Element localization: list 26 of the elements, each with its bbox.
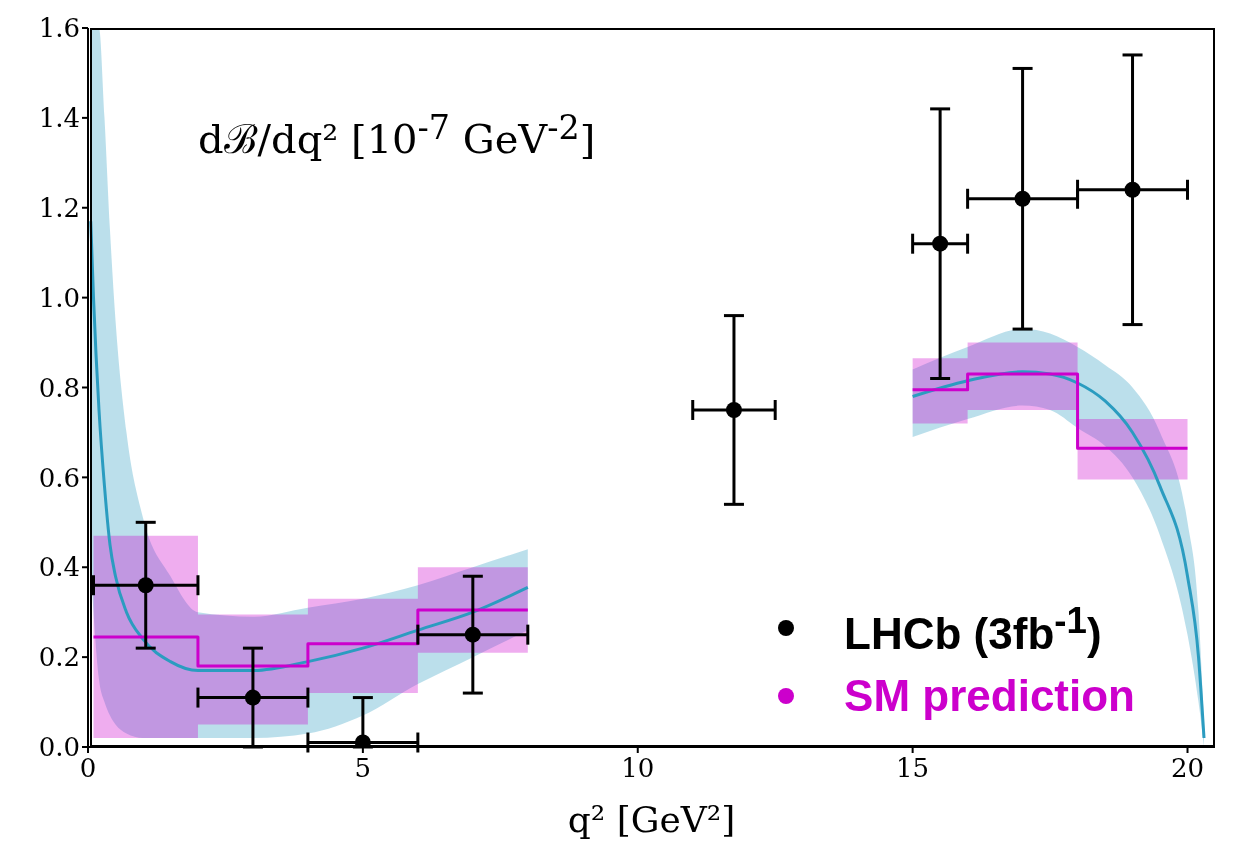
x-tick-label: 0 (79, 753, 97, 784)
point (244, 689, 261, 706)
legend-label: LHCb (3fb$^{-1}$) (844, 599, 1102, 660)
point (725, 401, 742, 418)
y-tick-label: 0.6 (38, 462, 80, 493)
y-tick-label: 0.8 (38, 372, 80, 403)
point (1014, 190, 1031, 207)
point (1124, 181, 1141, 198)
y-tick-label: 1.0 (38, 282, 80, 313)
point (464, 626, 481, 643)
y-tick-label: 1.6 (38, 13, 80, 44)
line-series (89, 219, 530, 673)
y-tick-label: 0.0 (38, 732, 80, 763)
y-tick-label: 1.4 (38, 103, 80, 134)
x-tick-label: 20 (1170, 753, 1205, 784)
point (932, 235, 949, 252)
x-tick-label: 15 (896, 753, 930, 784)
x-tick-label: 10 (621, 753, 655, 784)
y-axis-title: dℬ/dq² [10$^{-7}$ GeV$^{-2}$] (198, 108, 596, 163)
legend-label: SM prediction (844, 670, 1135, 722)
y-tick-label: 0.2 (38, 642, 80, 673)
point (137, 577, 154, 594)
y-tick-label: 0.4 (38, 552, 80, 583)
y-tick-label: 1.2 (38, 192, 80, 223)
x-axis-title: q² [GeV²] (567, 799, 736, 840)
x-tick-label: 5 (354, 753, 372, 784)
